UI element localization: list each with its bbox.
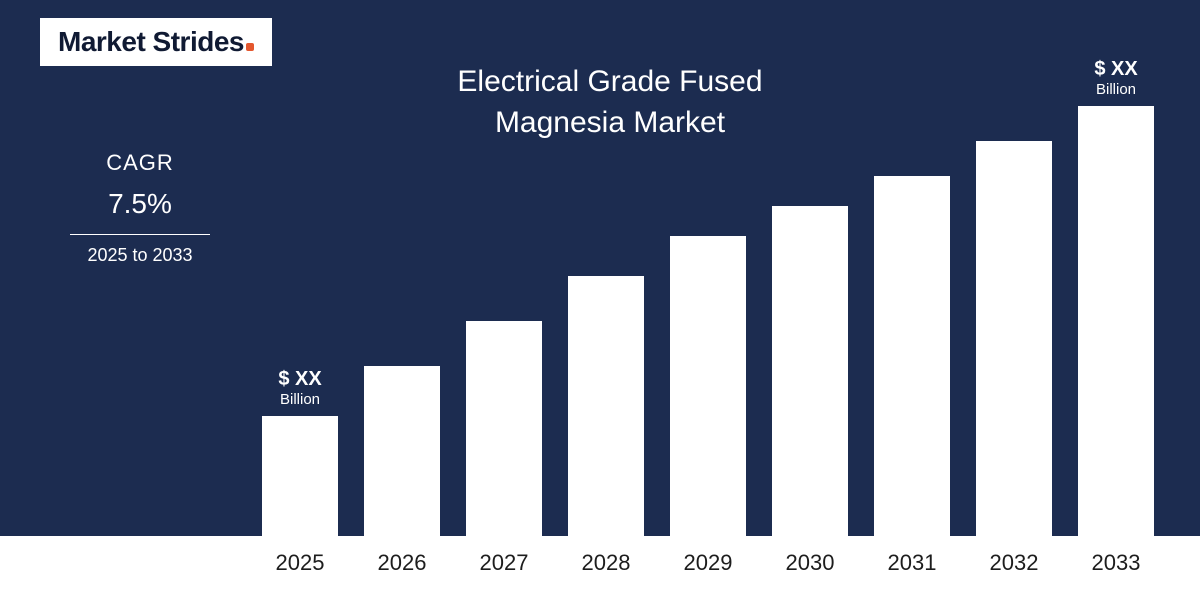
x-axis: 2025 2026 2027 2028 2029 2030 2031 2032 2033 bbox=[262, 536, 1180, 600]
cagr-block: CAGR 7.5% 2025 to 2033 bbox=[60, 150, 220, 266]
callout-value: $ XX bbox=[1071, 58, 1161, 81]
bar-wrap bbox=[364, 366, 440, 536]
bar-wrap bbox=[874, 176, 950, 536]
brand-logo-text: Market Strides bbox=[58, 26, 244, 58]
bar-wrap bbox=[568, 276, 644, 536]
bar-wrap bbox=[262, 416, 338, 536]
callout-last: $ XXBillion bbox=[1071, 58, 1161, 98]
x-axis-label: 2027 bbox=[466, 550, 542, 576]
x-axis-label: 2031 bbox=[874, 550, 950, 576]
bar bbox=[976, 141, 1052, 536]
callout-first: $ XXBillion bbox=[255, 368, 345, 408]
x-axis-label: 2030 bbox=[772, 550, 848, 576]
x-axis-label: 2033 bbox=[1078, 550, 1154, 576]
callout-unit: Billion bbox=[1071, 81, 1161, 98]
bar-wrap bbox=[670, 236, 746, 536]
callout-unit: Billion bbox=[255, 391, 345, 408]
bar bbox=[364, 366, 440, 536]
bar-wrap bbox=[466, 321, 542, 536]
chart-canvas: Market Strides CAGR 7.5% 2025 to 2033 El… bbox=[0, 0, 1200, 600]
bar bbox=[466, 321, 542, 536]
brand-logo-dot-icon bbox=[246, 43, 254, 51]
callout-value: $ XX bbox=[255, 368, 345, 391]
cagr-divider bbox=[70, 234, 210, 235]
x-axis-label: 2026 bbox=[364, 550, 440, 576]
bar-wrap bbox=[976, 141, 1052, 536]
bar bbox=[874, 176, 950, 536]
cagr-period: 2025 to 2033 bbox=[60, 245, 220, 266]
x-axis-label: 2029 bbox=[670, 550, 746, 576]
x-axis-label: 2032 bbox=[976, 550, 1052, 576]
x-axis-label: 2025 bbox=[262, 550, 338, 576]
x-axis-label: 2028 bbox=[568, 550, 644, 576]
bar bbox=[1078, 106, 1154, 536]
cagr-label: CAGR bbox=[60, 150, 220, 176]
brand-logo: Market Strides bbox=[40, 18, 272, 66]
bar bbox=[670, 236, 746, 536]
bar-wrap bbox=[772, 206, 848, 536]
bar bbox=[772, 206, 848, 536]
bar bbox=[568, 276, 644, 536]
bar bbox=[262, 416, 338, 536]
bar-chart-area: $ XXBillion$ XXBillion bbox=[262, 96, 1180, 536]
bar-wrap bbox=[1078, 106, 1154, 536]
cagr-value: 7.5% bbox=[60, 188, 220, 220]
